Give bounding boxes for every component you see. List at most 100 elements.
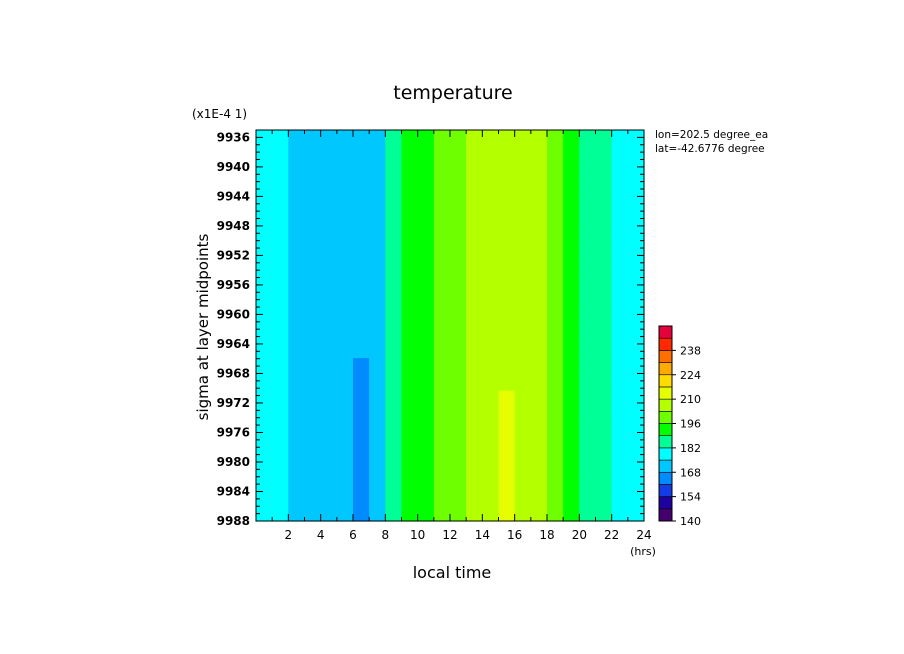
heatmap-cell — [595, 488, 613, 506]
heatmap-cell — [256, 227, 273, 245]
heatmap-cell — [417, 195, 435, 213]
heatmap-cell — [595, 276, 613, 294]
heatmap-cell — [336, 472, 354, 490]
heatmap-cell — [450, 504, 467, 522]
heatmap-cell — [353, 423, 370, 441]
heatmap-cell — [369, 260, 386, 278]
heatmap-cell — [563, 130, 580, 147]
heatmap-cell — [272, 309, 289, 327]
heatmap-cell — [288, 146, 306, 164]
heatmap-cell — [450, 276, 467, 294]
heatmap-cell — [514, 439, 532, 457]
heatmap-cell — [433, 439, 451, 457]
heatmap-cell — [595, 146, 613, 164]
heatmap-cell — [417, 178, 435, 196]
heatmap-cell — [304, 244, 322, 261]
heatmap-cell — [385, 244, 403, 261]
heatmap-cell — [433, 211, 451, 229]
heatmap-cell — [401, 358, 419, 375]
colorbar-band — [658, 484, 673, 497]
heatmap-cell — [466, 276, 483, 294]
heatmap-cell — [563, 504, 580, 522]
heatmap-cell — [579, 325, 597, 343]
heatmap-cell — [466, 374, 483, 392]
colorbar-band — [658, 508, 673, 522]
heatmap-cell — [611, 341, 629, 359]
heatmap-cell — [369, 341, 386, 359]
heatmap-cell — [385, 504, 403, 522]
heatmap-cell — [450, 227, 467, 245]
heatmap-cell — [256, 472, 273, 490]
heatmap-cell — [450, 146, 467, 164]
heatmap-cell — [482, 504, 500, 522]
heatmap-cell — [256, 195, 273, 213]
heatmap-cell — [369, 374, 386, 392]
heatmap-cell — [401, 472, 419, 490]
heatmap-cell — [466, 309, 483, 327]
heatmap-cell — [385, 276, 403, 294]
heatmap-cell — [433, 178, 451, 196]
heatmap-cell — [514, 504, 532, 522]
heatmap-cell — [288, 488, 306, 506]
heatmap-cell — [514, 130, 532, 147]
heatmap-cell — [336, 390, 354, 408]
heatmap-cell — [466, 244, 483, 261]
heatmap-cell — [320, 227, 338, 245]
heatmap-cell — [288, 276, 306, 294]
heatmap-cell — [627, 211, 645, 229]
heatmap-cell — [482, 439, 500, 457]
heatmap-cell — [482, 130, 500, 147]
heatmap-cell — [385, 358, 403, 375]
heatmap-cell — [547, 390, 564, 408]
heatmap-cell — [482, 162, 500, 180]
heatmap-cell — [385, 390, 403, 408]
heatmap-cell — [288, 406, 306, 424]
heatmap-cell — [450, 211, 467, 229]
heatmap-cell — [272, 374, 289, 392]
heatmap-cell — [595, 227, 613, 245]
heatmap-cell — [304, 162, 322, 180]
heatmap-cell — [579, 195, 597, 213]
heatmap-cell — [611, 439, 629, 457]
heatmap-cell — [466, 390, 483, 408]
heatmap-cell — [417, 358, 435, 375]
heatmap-cell — [320, 211, 338, 229]
heatmap-cell — [369, 390, 386, 408]
heatmap-cell — [385, 374, 403, 392]
heatmap-cell — [433, 504, 451, 522]
heatmap-cell — [498, 260, 516, 278]
heatmap-cell — [498, 455, 516, 473]
heatmap-cell — [611, 390, 629, 408]
heatmap-cell — [272, 455, 289, 473]
heatmap-cell — [498, 227, 516, 245]
heatmap-cell — [401, 504, 419, 522]
heatmap-cell — [530, 195, 548, 213]
heatmap-cell — [611, 130, 629, 147]
heatmap-cell — [498, 504, 516, 522]
heatmap-cell — [433, 358, 451, 375]
heatmap-cell — [563, 325, 580, 343]
heatmap-cell — [579, 439, 597, 457]
heatmap-cell — [401, 244, 419, 261]
heatmap-cell — [417, 260, 435, 278]
y-tick-label: 9972 — [217, 396, 250, 410]
heatmap-cell — [530, 162, 548, 180]
heatmap-cell — [256, 406, 273, 424]
heatmap-cell — [595, 325, 613, 343]
heatmap-cell — [530, 406, 548, 424]
x-tick-label: 2 — [285, 528, 293, 542]
heatmap-cell — [433, 162, 451, 180]
heatmap-cell — [433, 472, 451, 490]
heatmap-cell — [320, 276, 338, 294]
heatmap-cell — [369, 276, 386, 294]
heatmap-cell — [530, 260, 548, 278]
colorbar-band — [658, 362, 673, 376]
heatmap-cell — [369, 358, 386, 375]
heatmap-cell — [320, 358, 338, 375]
heatmap-cell — [401, 439, 419, 457]
heatmap-cell — [433, 406, 451, 424]
heatmap-cell — [579, 472, 597, 490]
heatmap-cell — [563, 374, 580, 392]
heatmap-cell — [466, 504, 483, 522]
heatmap-cell — [514, 178, 532, 196]
